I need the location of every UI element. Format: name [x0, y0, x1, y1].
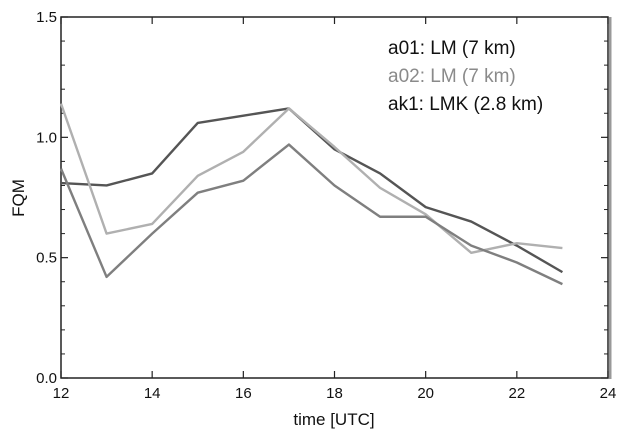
legend-entry-1: a01: LM (7 km): [388, 38, 516, 59]
series-line-2: [59, 103, 563, 255]
x-tick-label: 22: [508, 385, 525, 402]
plot-frame: [60, 16, 609, 379]
x-tick-label: 16: [235, 385, 252, 402]
y-tick-label: 1.5: [36, 9, 57, 26]
legend-entry-3: ak1: LMK (2.8 km): [388, 94, 543, 115]
legend: a01: LM (7 km) a02: LM (7 km) ak1: LMK (2.…: [388, 38, 543, 115]
y-axis-label: FQM: [9, 179, 28, 217]
x-tick-label: 24: [600, 385, 617, 402]
series-line-3: [59, 143, 563, 286]
legend-entry-2: a02: LM (7 km): [388, 66, 516, 87]
x-axis-label: time [UTC]: [293, 410, 374, 429]
y-tick-label: 0.0: [36, 370, 57, 387]
series-lines: [59, 103, 564, 286]
x-tick-label: 20: [417, 385, 434, 402]
y-tick-label: 1.0: [36, 129, 57, 146]
x-tick-label: 12: [53, 385, 70, 402]
x-tick-label: 14: [144, 385, 161, 402]
y-tick-label: 0.5: [36, 250, 57, 267]
x-tick-label: 18: [326, 385, 343, 402]
axis-ticks: 12 14 16 18 20 22 24 0.0 0.5 1.0 1.5: [36, 9, 616, 402]
